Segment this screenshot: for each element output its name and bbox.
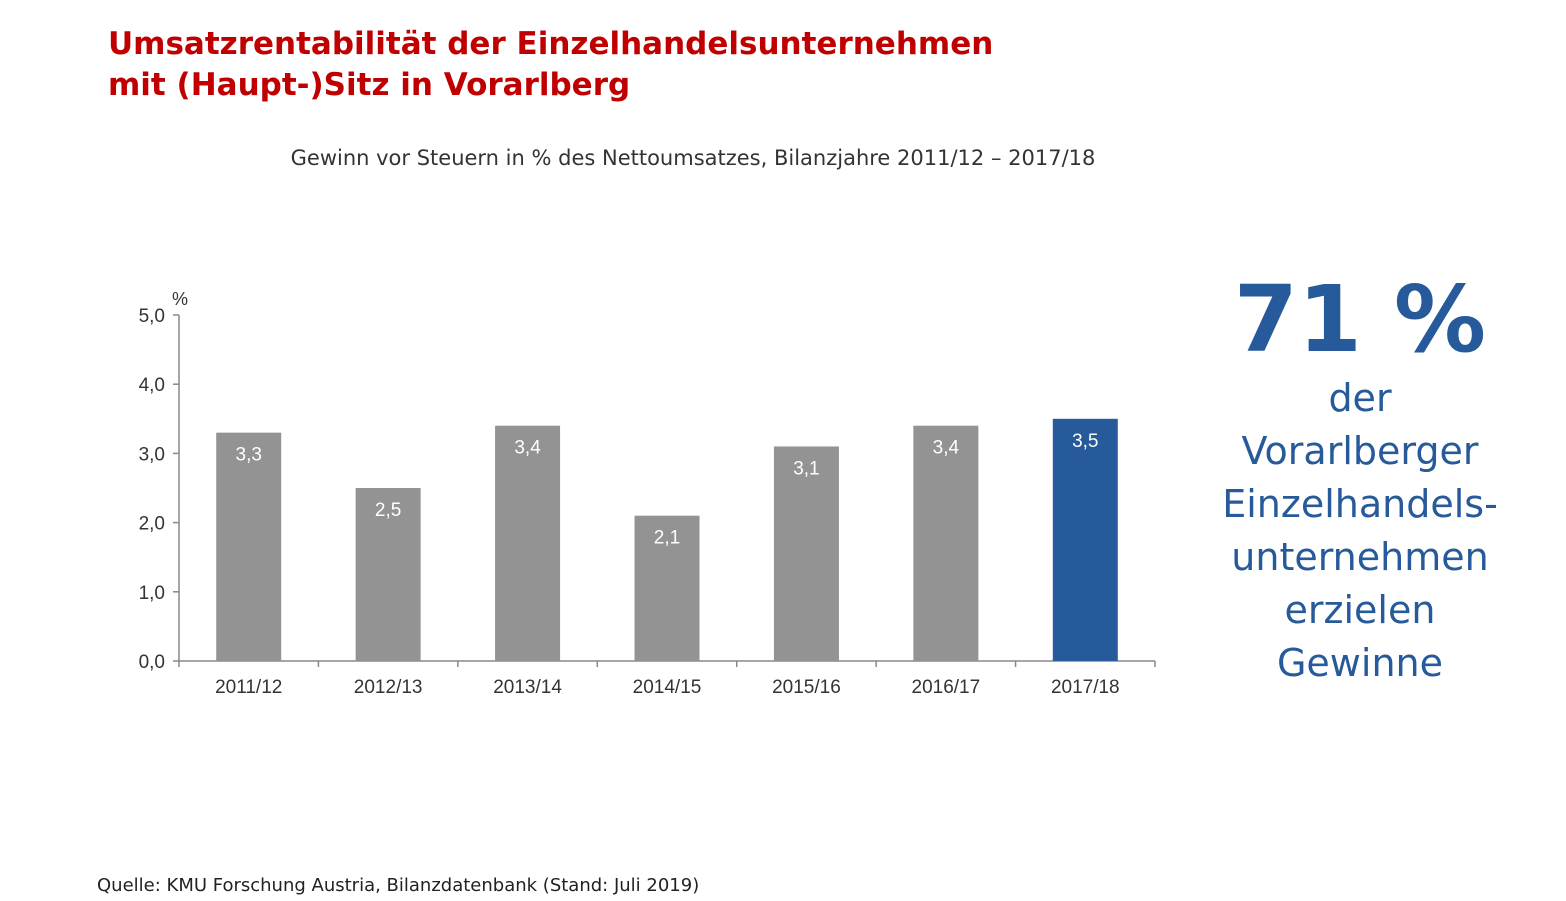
bar-value-label: 3,1 bbox=[793, 458, 819, 479]
title-line-2: mit (Haupt-)Sitz in Vorarlberg bbox=[108, 67, 631, 103]
page-title: Umsatzrentabilität der Einzelhandelsunte… bbox=[108, 24, 993, 106]
bar-2011/12 bbox=[216, 432, 282, 661]
bar-value-label: 2,1 bbox=[654, 528, 680, 549]
bar-2016/17 bbox=[913, 425, 979, 661]
bar-2013/14 bbox=[495, 425, 561, 661]
x-tick-label: 2017/18 bbox=[1051, 677, 1120, 698]
callout-line-3: Einzelhandels- bbox=[1222, 482, 1498, 526]
y-tick-label: 5,0 bbox=[139, 306, 165, 327]
callout-line-4: unternehmen bbox=[1231, 535, 1489, 579]
x-tick-label: 2013/14 bbox=[493, 677, 562, 698]
chart-subtitle: Gewinn vor Steuern in % des Nettoumsatze… bbox=[290, 146, 1096, 170]
callout-line-5: erzielen bbox=[1284, 588, 1436, 632]
callout-text: der Vorarlberger Einzelhandels- unterneh… bbox=[1200, 372, 1520, 690]
bar-value-label: 3,4 bbox=[514, 438, 541, 459]
x-tick-label: 2012/13 bbox=[354, 677, 423, 698]
bar-chart: 0,0 1,0 2,0 3,0 4,0 5,0% 3,3 2011/12 2,5 2012/13 3… bbox=[139, 289, 1156, 698]
x-tick-label: 2014/15 bbox=[633, 677, 702, 698]
x-tick-label: 2011/12 bbox=[215, 677, 282, 698]
y-tick-label: 4,0 bbox=[139, 375, 165, 396]
callout-line-1: der bbox=[1328, 376, 1392, 420]
highlight-callout: 71 % der Vorarlberger Einzelhandels- unt… bbox=[1200, 268, 1520, 690]
callout-value: 71 % bbox=[1233, 266, 1487, 373]
y-tick-label: 0,0 bbox=[139, 652, 165, 673]
bar-value-label: 3,5 bbox=[1072, 431, 1098, 452]
x-tick-label: 2015/16 bbox=[772, 677, 841, 698]
callout-line-2: Vorarlberger bbox=[1241, 429, 1479, 473]
y-tick-label: 1,0 bbox=[139, 583, 165, 604]
bar-2014/15 bbox=[634, 515, 700, 661]
bar-value-label: 2,5 bbox=[375, 500, 401, 521]
title-line-1: Umsatzrentabilität der Einzelhandelsunte… bbox=[108, 26, 994, 62]
bar-2015/16 bbox=[773, 446, 839, 661]
source-note: Quelle: KMU Forschung Austria, Bilanzdat… bbox=[97, 875, 700, 896]
y-tick-label: 3,0 bbox=[139, 444, 165, 465]
bar-2012/13 bbox=[355, 488, 421, 661]
bar-value-label: 3,4 bbox=[933, 438, 960, 459]
y-axis-label: % bbox=[172, 289, 188, 309]
bar-value-label: 3,3 bbox=[236, 445, 262, 466]
y-tick-label: 2,0 bbox=[139, 514, 165, 535]
callout-line-6: Gewinne bbox=[1276, 641, 1443, 685]
bar-2017/18 bbox=[1052, 418, 1118, 661]
x-tick-label: 2016/17 bbox=[912, 677, 981, 698]
